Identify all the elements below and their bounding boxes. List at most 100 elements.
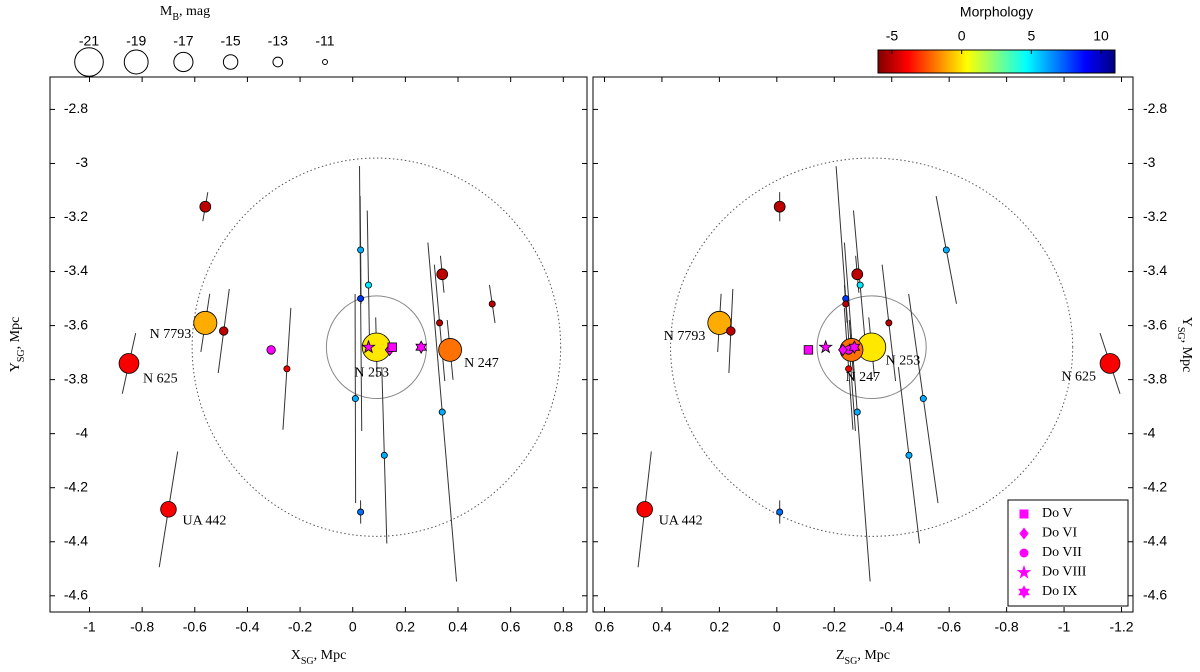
galaxy-point <box>357 508 365 516</box>
y-axis-label-rest: , Mpc <box>8 317 23 350</box>
size-legend-label: -17 <box>173 33 193 49</box>
galaxy-point <box>193 310 218 335</box>
galaxy-point <box>357 295 365 303</box>
colorbar-label: Morphology <box>960 4 1033 20</box>
galaxy-point <box>266 345 276 355</box>
galaxy-point <box>818 339 833 354</box>
galaxy-point <box>803 345 814 355</box>
galaxy-point <box>707 310 732 335</box>
galaxy-point <box>851 268 864 281</box>
legend-label: Do IX <box>1042 584 1077 599</box>
galaxy-point <box>118 353 140 374</box>
plot-area <box>636 157 1121 582</box>
plot-frame <box>49 76 588 613</box>
galaxy-point <box>776 508 784 516</box>
galaxy-point <box>1099 353 1121 374</box>
x-tick-label: 0.8 <box>554 619 574 635</box>
x-axis-label-main: Z <box>836 648 845 663</box>
galaxy-label: UA 442 <box>182 514 226 529</box>
galaxy-point <box>436 319 444 327</box>
x-axis-label-main: X <box>291 648 301 663</box>
galaxy-label: N 625 <box>143 372 178 387</box>
galaxy-point <box>636 501 653 518</box>
galaxy-point <box>160 501 177 518</box>
plot-area <box>118 157 562 582</box>
colorbar-tick-label: -5 <box>886 28 899 44</box>
galaxy-point <box>856 281 864 289</box>
plot-frame <box>592 76 1134 613</box>
galaxy-label: N 7793 <box>664 329 706 344</box>
colorbar-tick-label: 0 <box>958 28 966 44</box>
galaxy-point <box>415 340 428 354</box>
galaxy-point <box>438 408 446 416</box>
x-axis-label-sub: SG <box>301 656 314 667</box>
y-tick-label: -4.6 <box>64 586 88 602</box>
x-tick-label: -1.2 <box>1109 619 1133 635</box>
x-tick-label: -0.8 <box>130 619 154 635</box>
y-tick-label: -3.6 <box>64 316 88 332</box>
y-tick-label: -3.6 <box>1143 316 1167 332</box>
legend-marker <box>1016 564 1032 579</box>
size-legend-title: MB, mag <box>160 4 210 23</box>
y-tick-label: -2.8 <box>1143 100 1167 116</box>
size-legend-title-main: M <box>160 4 173 19</box>
y-tick-label: -4.2 <box>1143 478 1167 494</box>
x-axis-label-sub: SG <box>845 656 858 667</box>
legend-marker <box>1019 527 1029 540</box>
y-tick-label: -3.2 <box>64 208 88 224</box>
galaxy-point <box>380 451 388 459</box>
size-legend-label: -13 <box>268 33 288 49</box>
y-tick-label: -2.8 <box>64 100 88 116</box>
x-tick-label: -0.2 <box>288 619 312 635</box>
x-tick-label: 0.6 <box>501 619 521 635</box>
galaxy-point <box>357 246 365 254</box>
x-tick-label: 0.2 <box>396 619 416 635</box>
legend-marker <box>1019 548 1029 558</box>
legend-marker <box>1018 585 1030 599</box>
y-tick-label: -3.4 <box>64 262 88 278</box>
size-legend-marker <box>123 49 149 75</box>
x-tick-label: 0 <box>773 619 781 635</box>
x-tick-label: -0.4 <box>235 619 259 635</box>
legend-label: Do VII <box>1042 545 1082 560</box>
galaxy-label: N 247 <box>464 356 499 371</box>
x-tick-label: 0.6 <box>595 619 615 635</box>
colorbar-tick-label: 10 <box>1093 28 1109 44</box>
galaxy-point <box>838 343 848 357</box>
y-tick-label: -3.8 <box>1143 370 1167 386</box>
y-tick-label: -3.4 <box>1143 262 1167 278</box>
galaxy-label: UA 442 <box>659 514 703 529</box>
y-axis-label: YSG, Mpc <box>1175 317 1194 373</box>
size-legend-label: -15 <box>220 33 240 49</box>
y-tick-label: -3 <box>1143 154 1156 170</box>
y-axis-label-rest: , Mpc <box>1179 340 1194 373</box>
size-legend-label: -11 <box>315 33 334 49</box>
radius-circle <box>325 295 427 400</box>
y-tick-label: -4 <box>1143 424 1156 440</box>
galaxy-point <box>845 365 853 373</box>
galaxy-point <box>387 342 397 352</box>
radius-circle <box>191 157 562 537</box>
galaxy-point <box>942 246 950 254</box>
x-tick-label: -1 <box>83 619 96 635</box>
galaxy-point <box>219 326 229 336</box>
y-tick-label: -4.6 <box>1143 586 1167 602</box>
legend-label: Do VIII <box>1042 565 1087 580</box>
colorbar <box>877 49 1116 74</box>
x-tick-label: 0.4 <box>652 619 672 635</box>
x-tick-label: 0.4 <box>448 619 468 635</box>
y-axis-label-sub: SG <box>16 349 27 362</box>
x-tick-label: -1 <box>1058 619 1071 635</box>
legend-marker <box>1019 509 1029 519</box>
legend-label: Do V <box>1042 506 1072 521</box>
y-tick-label: -4.2 <box>64 478 88 494</box>
galaxy-label: N 247 <box>846 370 881 385</box>
y-tick-label: -4.4 <box>1143 532 1167 548</box>
legend-label: Do VI <box>1042 526 1077 541</box>
size-legend-label: -19 <box>126 33 146 49</box>
x-tick-label: 0 <box>349 619 357 635</box>
galaxy-point <box>919 395 927 403</box>
colorbar-tick-label: 5 <box>1027 28 1035 44</box>
galaxy-point <box>773 200 786 213</box>
galaxy-point <box>351 395 359 403</box>
